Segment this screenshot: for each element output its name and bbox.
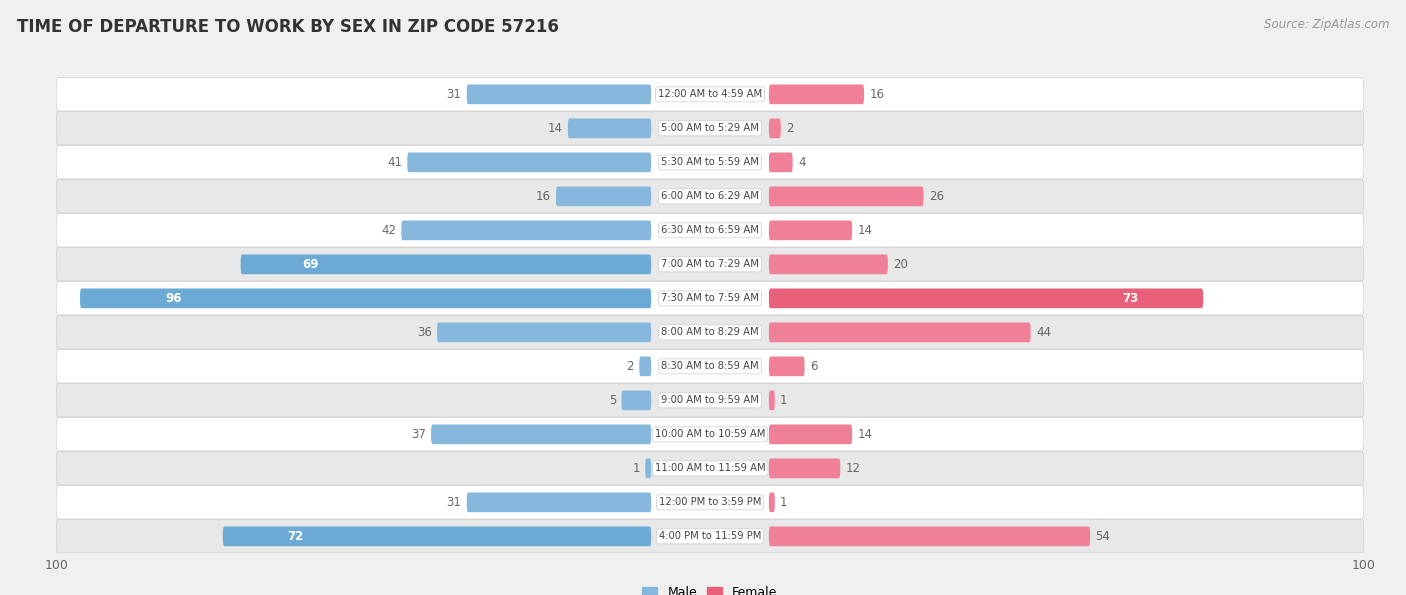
Text: Source: ZipAtlas.com: Source: ZipAtlas.com xyxy=(1264,18,1389,31)
Text: 36: 36 xyxy=(418,326,432,339)
FancyBboxPatch shape xyxy=(467,493,651,512)
FancyBboxPatch shape xyxy=(769,493,775,512)
FancyBboxPatch shape xyxy=(769,356,804,376)
Text: 6:30 AM to 6:59 AM: 6:30 AM to 6:59 AM xyxy=(661,226,759,236)
Text: 2: 2 xyxy=(627,360,634,373)
FancyBboxPatch shape xyxy=(56,452,1364,485)
FancyBboxPatch shape xyxy=(222,527,651,546)
Legend: Male, Female: Male, Female xyxy=(637,581,783,595)
FancyBboxPatch shape xyxy=(769,424,852,444)
FancyBboxPatch shape xyxy=(56,281,1364,315)
FancyBboxPatch shape xyxy=(769,459,841,478)
Text: 1: 1 xyxy=(633,462,640,475)
FancyBboxPatch shape xyxy=(408,152,651,172)
FancyBboxPatch shape xyxy=(56,418,1364,451)
FancyBboxPatch shape xyxy=(769,390,775,410)
FancyBboxPatch shape xyxy=(640,356,651,376)
Text: 9:00 AM to 9:59 AM: 9:00 AM to 9:59 AM xyxy=(661,395,759,405)
FancyBboxPatch shape xyxy=(568,118,651,138)
Text: 5: 5 xyxy=(609,394,616,407)
Text: 11:00 AM to 11:59 AM: 11:00 AM to 11:59 AM xyxy=(655,464,765,474)
FancyBboxPatch shape xyxy=(56,316,1364,349)
FancyBboxPatch shape xyxy=(80,289,651,308)
FancyBboxPatch shape xyxy=(769,118,780,138)
Text: TIME OF DEPARTURE TO WORK BY SEX IN ZIP CODE 57216: TIME OF DEPARTURE TO WORK BY SEX IN ZIP … xyxy=(17,18,558,36)
FancyBboxPatch shape xyxy=(769,84,865,104)
Text: 16: 16 xyxy=(869,88,884,101)
Text: 41: 41 xyxy=(387,156,402,169)
FancyBboxPatch shape xyxy=(56,519,1364,553)
Text: 14: 14 xyxy=(548,122,562,135)
Text: 96: 96 xyxy=(166,292,183,305)
Text: 44: 44 xyxy=(1036,326,1050,339)
FancyBboxPatch shape xyxy=(56,486,1364,519)
FancyBboxPatch shape xyxy=(56,146,1364,179)
FancyBboxPatch shape xyxy=(437,322,651,342)
FancyBboxPatch shape xyxy=(555,186,651,206)
FancyBboxPatch shape xyxy=(56,112,1364,145)
FancyBboxPatch shape xyxy=(769,152,793,172)
Text: 7:30 AM to 7:59 AM: 7:30 AM to 7:59 AM xyxy=(661,293,759,303)
FancyBboxPatch shape xyxy=(56,384,1364,417)
Text: 7:00 AM to 7:29 AM: 7:00 AM to 7:29 AM xyxy=(661,259,759,270)
FancyBboxPatch shape xyxy=(56,180,1364,213)
Text: 5:30 AM to 5:59 AM: 5:30 AM to 5:59 AM xyxy=(661,157,759,167)
Text: 31: 31 xyxy=(447,496,461,509)
Text: 42: 42 xyxy=(381,224,396,237)
Text: 1: 1 xyxy=(780,394,787,407)
Text: 14: 14 xyxy=(858,224,872,237)
Text: 4:00 PM to 11:59 PM: 4:00 PM to 11:59 PM xyxy=(659,531,761,541)
FancyBboxPatch shape xyxy=(432,424,651,444)
FancyBboxPatch shape xyxy=(467,84,651,104)
Text: 8:30 AM to 8:59 AM: 8:30 AM to 8:59 AM xyxy=(661,361,759,371)
Text: 6: 6 xyxy=(810,360,817,373)
Text: 37: 37 xyxy=(411,428,426,441)
FancyBboxPatch shape xyxy=(56,78,1364,111)
Text: 31: 31 xyxy=(447,88,461,101)
FancyBboxPatch shape xyxy=(401,221,651,240)
Text: 16: 16 xyxy=(536,190,551,203)
FancyBboxPatch shape xyxy=(240,255,651,274)
Text: 4: 4 xyxy=(797,156,806,169)
Text: 10:00 AM to 10:59 AM: 10:00 AM to 10:59 AM xyxy=(655,430,765,439)
Text: 54: 54 xyxy=(1095,530,1111,543)
Text: 69: 69 xyxy=(302,258,319,271)
FancyBboxPatch shape xyxy=(56,214,1364,247)
Text: 5:00 AM to 5:29 AM: 5:00 AM to 5:29 AM xyxy=(661,123,759,133)
FancyBboxPatch shape xyxy=(56,350,1364,383)
Text: 72: 72 xyxy=(287,530,304,543)
FancyBboxPatch shape xyxy=(56,248,1364,281)
Text: 6:00 AM to 6:29 AM: 6:00 AM to 6:29 AM xyxy=(661,192,759,201)
FancyBboxPatch shape xyxy=(621,390,651,410)
Text: 20: 20 xyxy=(893,258,908,271)
FancyBboxPatch shape xyxy=(769,186,924,206)
FancyBboxPatch shape xyxy=(769,322,1031,342)
Text: 8:00 AM to 8:29 AM: 8:00 AM to 8:29 AM xyxy=(661,327,759,337)
Text: 12:00 PM to 3:59 PM: 12:00 PM to 3:59 PM xyxy=(659,497,761,508)
FancyBboxPatch shape xyxy=(769,527,1090,546)
Text: 12:00 AM to 4:59 AM: 12:00 AM to 4:59 AM xyxy=(658,89,762,99)
Text: 14: 14 xyxy=(858,428,872,441)
FancyBboxPatch shape xyxy=(769,221,852,240)
Text: 26: 26 xyxy=(929,190,943,203)
Text: 2: 2 xyxy=(786,122,793,135)
FancyBboxPatch shape xyxy=(769,255,887,274)
FancyBboxPatch shape xyxy=(645,459,651,478)
FancyBboxPatch shape xyxy=(769,289,1204,308)
Text: 12: 12 xyxy=(845,462,860,475)
Text: 73: 73 xyxy=(1122,292,1137,305)
Text: 1: 1 xyxy=(780,496,787,509)
